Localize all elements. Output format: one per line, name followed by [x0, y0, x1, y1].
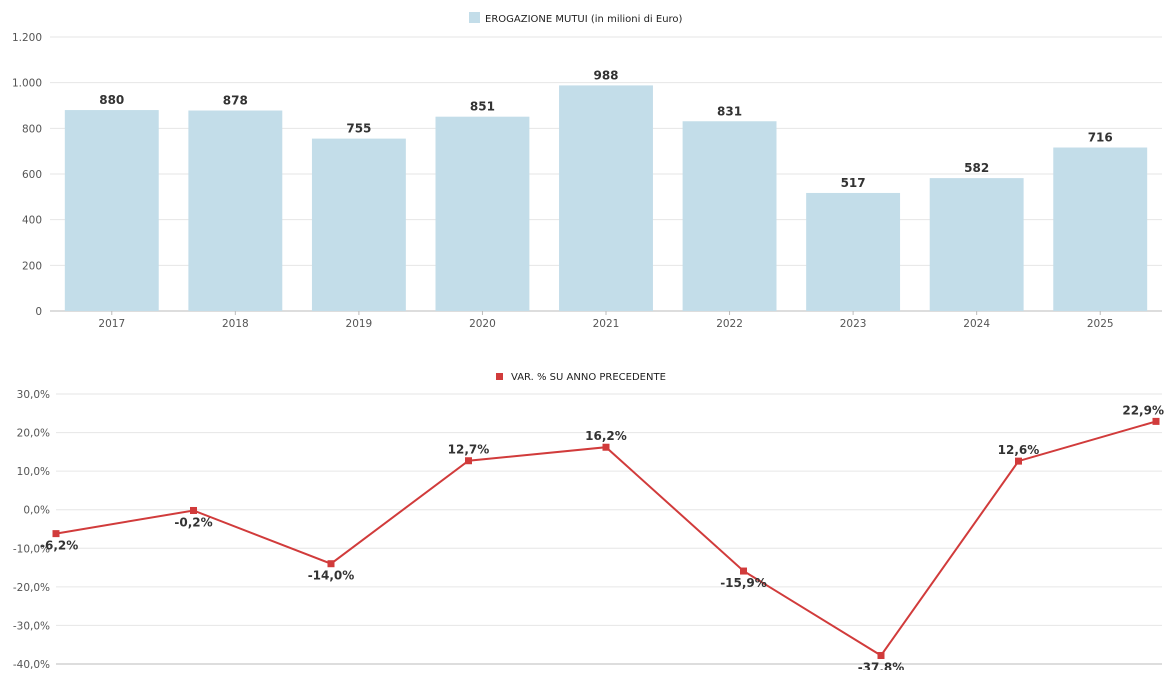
line-point [52, 530, 60, 538]
bar-data-label: 582 [964, 161, 989, 175]
bar-y-tick-label: 400 [22, 215, 42, 227]
line-y-tick-label: 20,0% [17, 428, 50, 440]
line-point [602, 443, 610, 451]
line-data-label: 12,7% [448, 443, 490, 457]
line-y-tick-label: -30,0% [13, 620, 50, 632]
bar [929, 178, 1024, 311]
line-data-label: -6,2% [40, 539, 78, 553]
series-line [55, 420, 1157, 657]
line-y-tick-label: -10,0% [13, 543, 50, 555]
legend-swatch-bar [469, 12, 480, 23]
bar-x-tick-label: 2017 [98, 318, 125, 330]
bar-x-tick-label: 2024 [963, 318, 990, 330]
bar [1053, 147, 1148, 311]
legend-marker-line [496, 373, 503, 380]
bar-data-label: 878 [223, 94, 248, 108]
bar-x-tick-label: 2020 [469, 318, 496, 330]
line-data-label: 12,6% [998, 443, 1040, 457]
line-y-tick-label: 0,0% [23, 505, 50, 517]
bar [682, 121, 777, 311]
line-point [877, 652, 885, 660]
line-y-tick-label: -40,0% [13, 659, 50, 670]
bar-x-tick-label: 2022 [716, 318, 743, 330]
bar-y-tick-label: 600 [22, 169, 42, 181]
line-data-label: -14,0% [308, 569, 355, 583]
line-point [465, 457, 472, 465]
bar-data-label: 880 [99, 93, 124, 107]
line-data-label: 22,9% [1122, 403, 1164, 417]
line-point [327, 560, 335, 568]
bar-data-label: 831 [717, 104, 742, 118]
line-data-label: -0,2% [174, 515, 212, 529]
line-data-label: -15,9% [720, 576, 767, 590]
bar-y-tick-label: 0 [35, 306, 42, 318]
bar-data-label: 988 [593, 68, 618, 82]
bar [64, 110, 159, 311]
line-y-tick-label: 30,0% [17, 389, 50, 401]
bar-x-tick-label: 2025 [1087, 318, 1114, 330]
bar-x-tick-label: 2023 [840, 318, 867, 330]
bar-data-label: 517 [841, 176, 866, 190]
line-point [1152, 417, 1160, 425]
line-data-label: 16,2% [585, 429, 627, 443]
bar-y-tick-label: 1.000 [12, 78, 42, 90]
bar-data-label: 851 [470, 100, 495, 114]
bar [188, 110, 283, 311]
bar-y-tick-label: 800 [22, 123, 42, 135]
line-point [190, 506, 197, 514]
legend-label-bar: EROGAZIONE MUTUI (in milioni di Euro) [485, 14, 683, 25]
line-y-tick-label: 10,0% [17, 466, 50, 478]
line-point [740, 567, 747, 575]
bar [435, 116, 530, 312]
bar [806, 192, 901, 311]
bar-data-label: 755 [346, 122, 371, 136]
bar [311, 138, 406, 311]
bar-x-tick-label: 2021 [593, 318, 620, 330]
bar-x-tick-label: 2019 [346, 318, 373, 330]
line-data-label: -37,8% [858, 661, 905, 670]
bar-x-tick-label: 2018 [222, 318, 249, 330]
bar [559, 85, 653, 311]
bar-data-label: 716 [1088, 131, 1113, 145]
line-y-tick-label: -20,0% [13, 582, 50, 594]
bar-y-tick-label: 1.200 [12, 32, 42, 44]
line-point [1015, 457, 1022, 465]
bar-y-tick-label: 200 [22, 260, 42, 272]
legend-label-line: VAR. % SU ANNO PRECEDENTE [511, 372, 666, 383]
